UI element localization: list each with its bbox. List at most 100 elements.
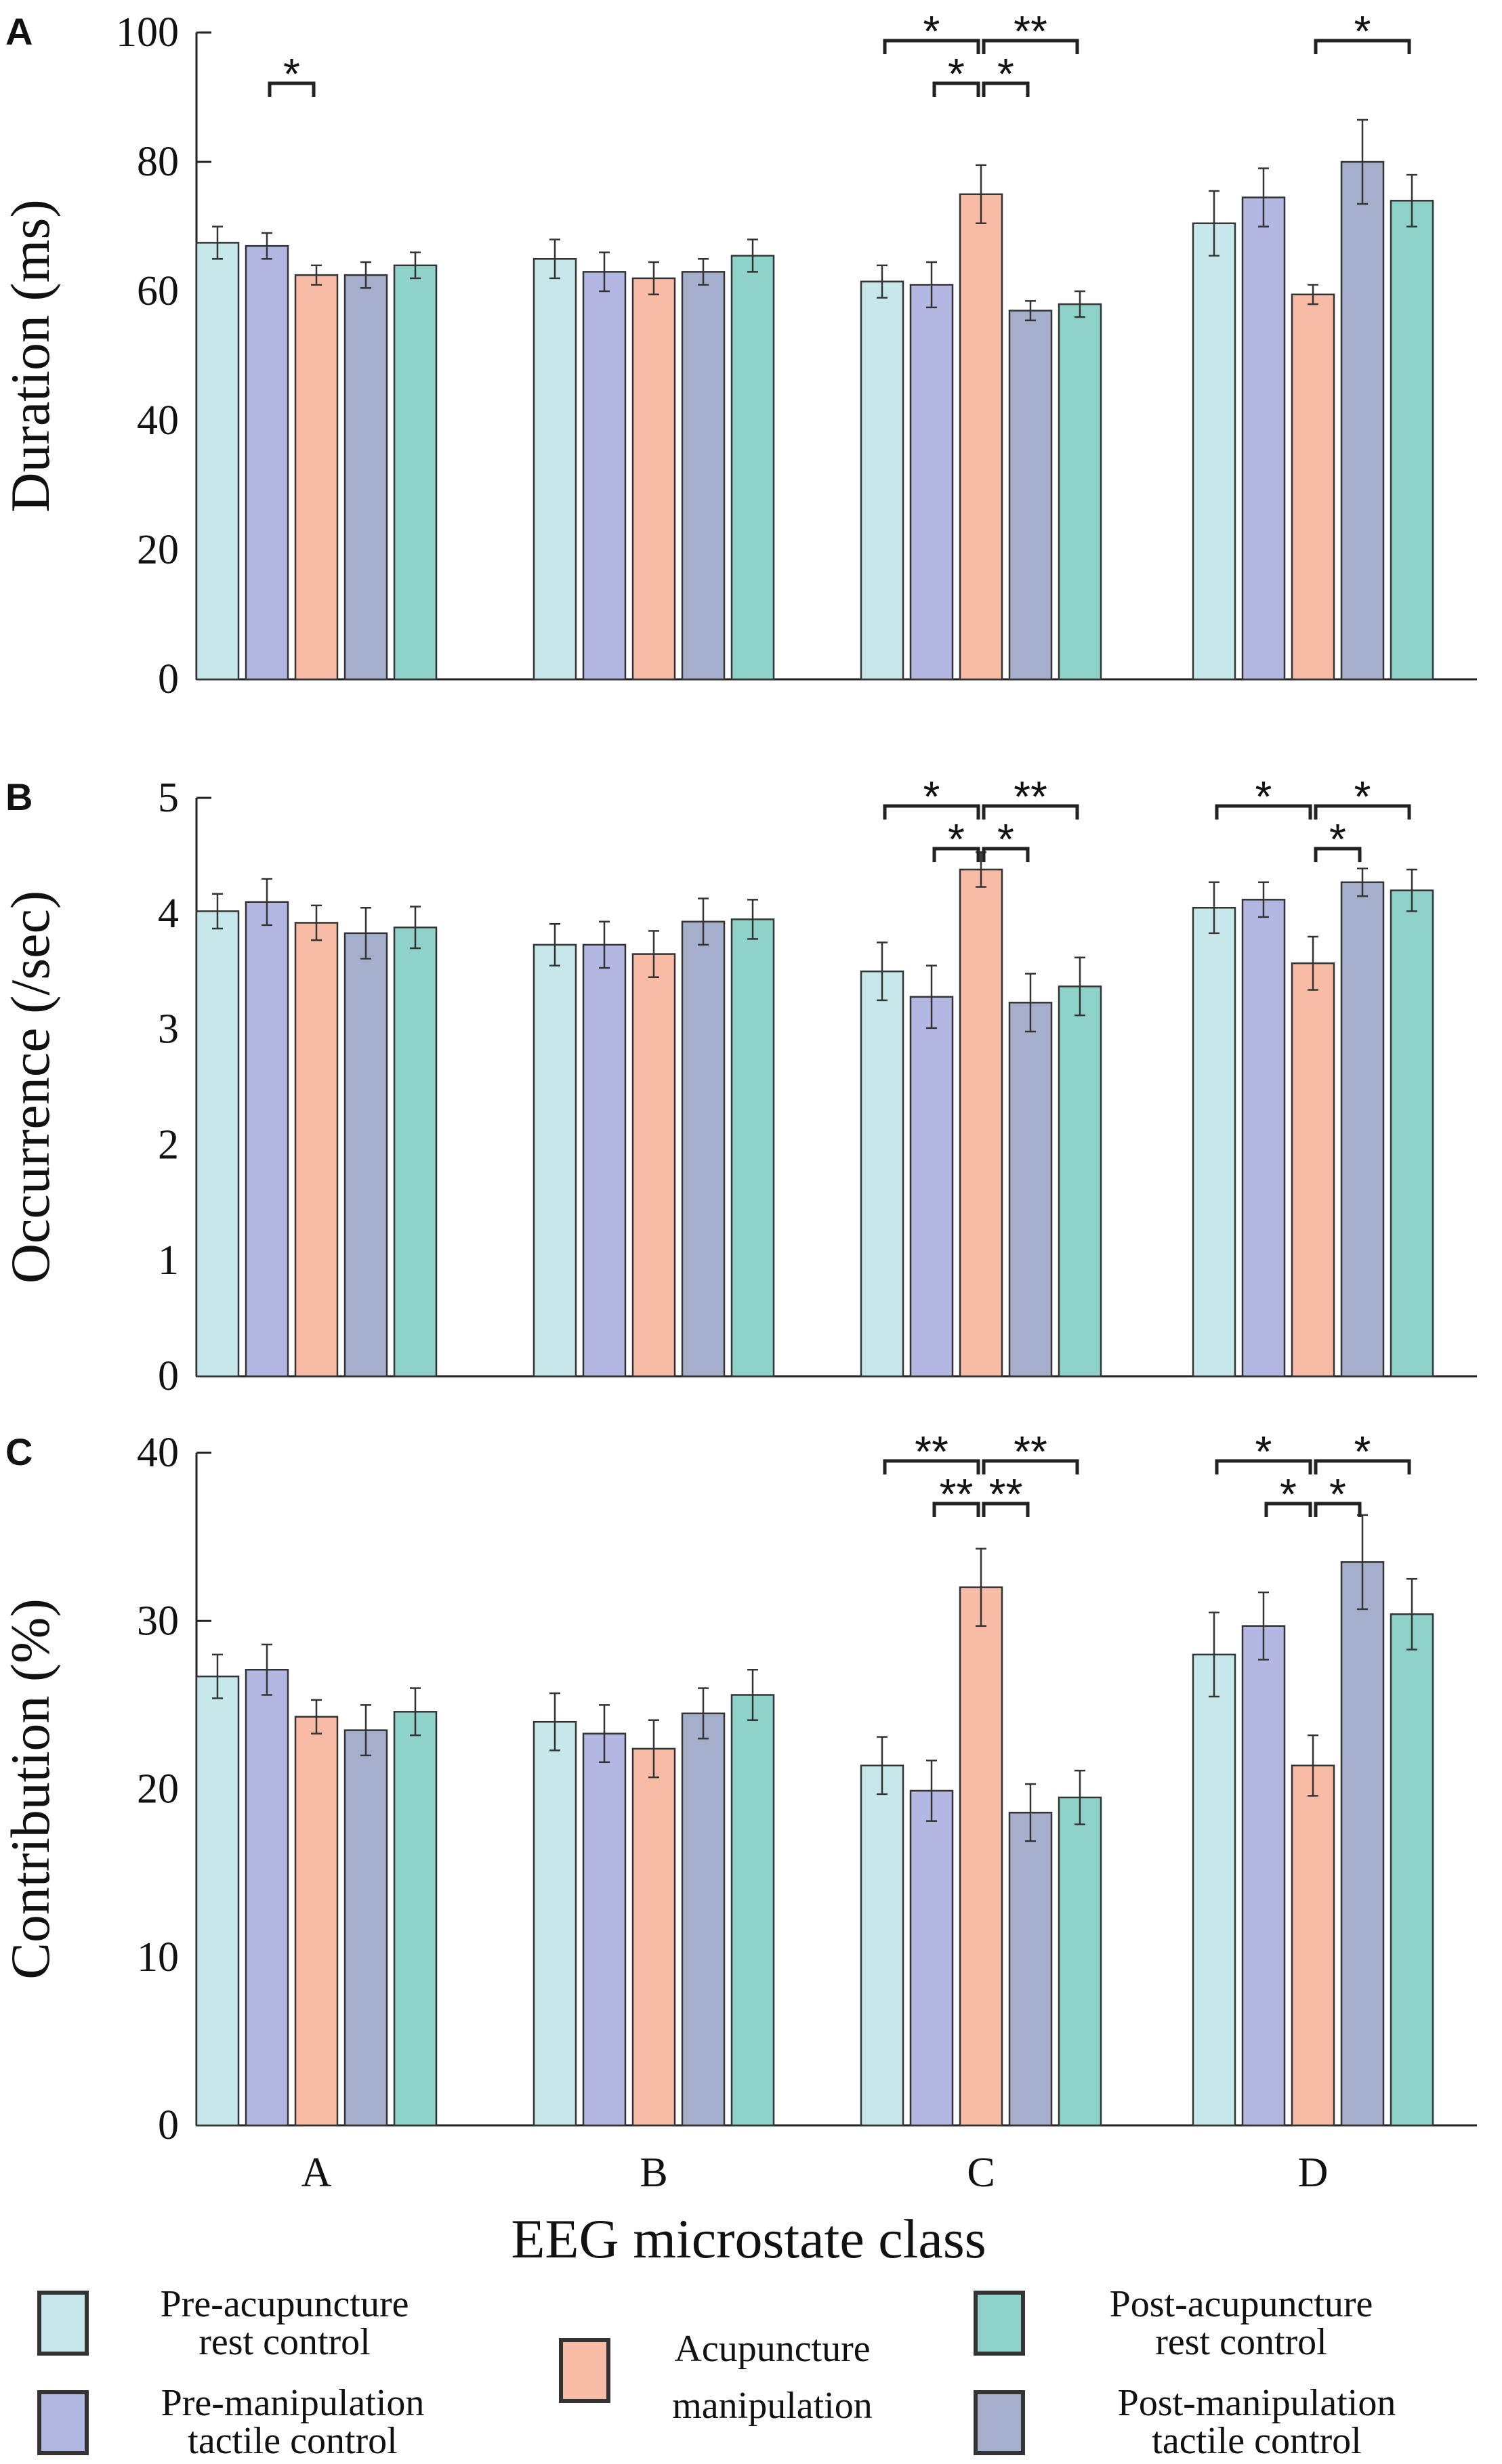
- y-tick-label: 2: [158, 1122, 179, 1168]
- bar-B-C-series0: [860, 970, 904, 1378]
- y-tick-label: 20: [137, 1766, 179, 1812]
- y-tick-label: 100: [116, 9, 179, 56]
- y-tick-label: 5: [158, 775, 179, 821]
- significance-label: **: [989, 1470, 1023, 1518]
- y-tick-label: 0: [158, 2102, 179, 2148]
- legend-label: rest control: [1155, 2321, 1327, 2363]
- y-axis-label: Occurrence (/sec): [0, 891, 61, 1283]
- bar-A-B-series0: [533, 258, 577, 681]
- bar-B-A-series0: [195, 910, 240, 1378]
- bar-B-C-series4: [1058, 985, 1102, 1378]
- bar-C-B-series3: [681, 1712, 726, 2127]
- legend-label: Acupuncture: [674, 2328, 870, 2370]
- y-axis-label: Contribution (%): [0, 1598, 61, 1980]
- bar-C-D-series2: [1291, 1764, 1335, 2127]
- bar-B-D-series0: [1192, 907, 1236, 1378]
- significance-label: **: [1014, 1427, 1047, 1476]
- bar-A-A-series3: [343, 274, 388, 681]
- panel-letter-A: A: [5, 10, 33, 53]
- significance-bracket: [1314, 1502, 1362, 1517]
- bar-A-A-series0: [195, 242, 240, 681]
- y-tick-label: 4: [158, 891, 179, 937]
- x-axis-label: EEG microstate class: [511, 2208, 986, 2270]
- bar-A-B-series3: [681, 271, 726, 681]
- significance-bracket: [932, 847, 980, 862]
- bar-C-D-series3: [1340, 1561, 1385, 2127]
- bar-C-C-series3: [1008, 1812, 1053, 2127]
- y-tick-label: 3: [158, 1006, 179, 1053]
- legend-label: tactile control: [188, 2420, 397, 2462]
- significance-label: *: [283, 49, 300, 98]
- x-tick-label: C: [967, 2150, 995, 2196]
- bar-A-A-series1: [245, 245, 289, 681]
- x-tick-label: B: [640, 2150, 667, 2196]
- bar-A-C-series3: [1008, 310, 1053, 681]
- significance-bracket: [883, 804, 980, 820]
- bar-B-B-series3: [681, 920, 726, 1378]
- significance-bracket: [982, 39, 1079, 54]
- significance-bracket: [982, 1459, 1079, 1474]
- significance-label: *: [948, 815, 965, 864]
- y-tick-label: 40: [137, 1430, 179, 1476]
- significance-bracket: [932, 1502, 980, 1517]
- bar-B-D-series4: [1390, 889, 1434, 1378]
- legend-item-2: Acupuncture manipulation: [559, 2328, 873, 2427]
- significance-bracket: [1314, 847, 1362, 862]
- bar-A-B-series1: [582, 271, 627, 681]
- y-tick-label: 40: [137, 398, 179, 444]
- y-tick-label: 10: [137, 1934, 179, 1980]
- bar-C-A-series1: [245, 1668, 289, 2127]
- bar-B-A-series3: [343, 932, 388, 1378]
- significance-label: *: [948, 49, 965, 98]
- significance-label: *: [1280, 1470, 1297, 1518]
- bar-A-D-series0: [1192, 222, 1236, 681]
- legend-swatch: [37, 2291, 89, 2356]
- bar-A-D-series1: [1241, 196, 1286, 681]
- bar-C-C-series2: [959, 1586, 1003, 2127]
- legend-label: Post-manipulation: [1118, 2382, 1396, 2424]
- bar-B-D-series1: [1241, 899, 1286, 1378]
- significance-bracket: [883, 1459, 980, 1474]
- x-tick-label: A: [301, 2150, 332, 2196]
- chart-panel-C: C 0 10 20 30 40 A B C D EEG microstate class Contri…: [0, 1427, 1477, 2270]
- significance-bracket: [982, 804, 1079, 820]
- bar-B-C-series3: [1008, 1002, 1053, 1378]
- significance-label: **: [940, 1470, 974, 1518]
- significance-label: *: [1329, 1470, 1346, 1518]
- bar-A-A-series4: [393, 264, 438, 681]
- significance-label: *: [1354, 1427, 1371, 1476]
- significance-label: **: [1014, 7, 1047, 56]
- bar-C-D-series1: [1241, 1625, 1286, 2127]
- bar-A-B-series2: [631, 277, 676, 681]
- significance-label: *: [997, 49, 1014, 98]
- bar-C-B-series0: [533, 1720, 577, 2127]
- y-tick-label: 80: [137, 139, 179, 185]
- legend-swatch: [974, 2291, 1025, 2356]
- significance-bracket: [268, 81, 316, 97]
- bar-B-C-series2: [959, 868, 1003, 1378]
- significance-label: *: [923, 772, 940, 821]
- legend-swatch: [37, 2390, 89, 2455]
- x-tick-label: D: [1298, 2150, 1329, 2196]
- bar-A-C-series2: [959, 193, 1003, 681]
- bar-C-C-series1: [909, 1789, 954, 2127]
- bar-B-B-series1: [582, 943, 627, 1378]
- significance-bracket: [1215, 1459, 1312, 1474]
- bar-C-C-series0: [860, 1764, 904, 2127]
- bar-C-B-series4: [730, 1694, 775, 2127]
- bar-C-D-series4: [1390, 1613, 1434, 2127]
- legend-label: Pre-manipulation: [161, 2382, 425, 2424]
- significance-label: **: [1014, 772, 1047, 821]
- bar-B-B-series4: [730, 918, 775, 1378]
- significance-label: *: [1255, 1427, 1272, 1476]
- bar-B-B-series2: [631, 953, 676, 1378]
- significance-bracket: [932, 81, 980, 97]
- y-tick-label: 20: [137, 527, 179, 573]
- bar-A-D-series2: [1291, 293, 1335, 681]
